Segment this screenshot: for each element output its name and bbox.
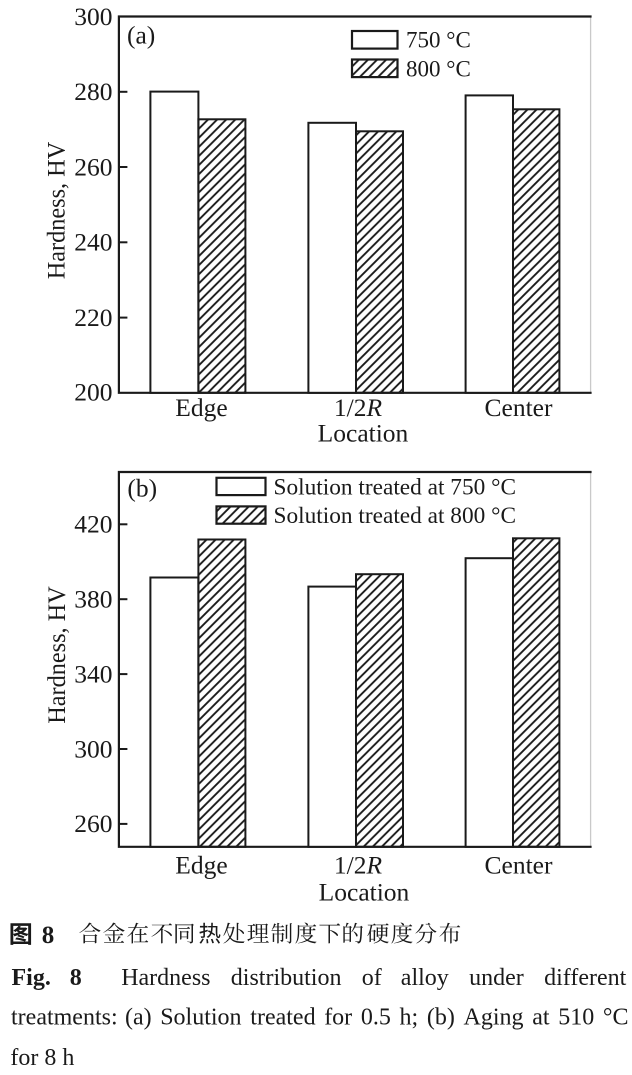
- svg-text:1/2R: 1/2R: [334, 393, 383, 422]
- svg-text:260: 260: [74, 152, 112, 181]
- svg-text:280: 280: [74, 77, 112, 106]
- svg-text:under: under: [469, 965, 524, 991]
- svg-text:(a): (a): [127, 20, 155, 49]
- svg-text:Solution treated at 800 °C: Solution treated at 800 °C: [274, 503, 517, 528]
- svg-text:different: different: [544, 965, 627, 991]
- svg-text:Fig.: Fig.: [12, 965, 51, 991]
- svg-text:750 °C: 750 °C: [406, 28, 471, 53]
- svg-text:for 8 h: for 8 h: [10, 1045, 74, 1071]
- svg-text:treated: treated: [250, 1005, 315, 1031]
- svg-text:h;: h;: [400, 1005, 419, 1031]
- svg-text:Center: Center: [485, 393, 553, 422]
- svg-text:Hardness, HV: Hardness, HV: [41, 141, 70, 279]
- svg-text:for: for: [324, 1005, 352, 1031]
- svg-text:300: 300: [74, 734, 112, 763]
- svg-text:Solution treated at 750 °C: Solution treated at 750 °C: [274, 475, 517, 500]
- svg-text:420: 420: [74, 510, 112, 539]
- svg-text:Edge: Edge: [175, 850, 227, 879]
- svg-text:340: 340: [74, 659, 112, 688]
- svg-text:at: at: [532, 1005, 550, 1031]
- svg-text:Edge: Edge: [175, 393, 227, 422]
- svg-text:of: of: [362, 965, 382, 991]
- svg-text:220: 220: [74, 303, 112, 332]
- svg-text:0.5: 0.5: [361, 1005, 391, 1031]
- svg-text:8: 8: [70, 965, 82, 991]
- svg-text:(b): (b): [127, 474, 157, 503]
- svg-text:(a): (a): [125, 1005, 152, 1031]
- svg-text:240: 240: [74, 228, 112, 257]
- svg-text:300: 300: [74, 2, 112, 31]
- svg-text:380: 380: [74, 585, 112, 614]
- svg-text:260: 260: [74, 809, 112, 838]
- svg-text:alloy: alloy: [401, 965, 449, 991]
- svg-text:Aging: Aging: [464, 1005, 524, 1031]
- svg-text:Location: Location: [319, 877, 410, 906]
- svg-text:Solution: Solution: [160, 1005, 241, 1031]
- svg-text:800 °C: 800 °C: [406, 57, 471, 82]
- svg-text:distribution: distribution: [231, 965, 342, 991]
- svg-text:1/2R: 1/2R: [334, 850, 383, 879]
- svg-text:Hardness: Hardness: [121, 965, 210, 991]
- svg-text:Location: Location: [318, 419, 409, 448]
- svg-text:(b): (b): [427, 1005, 455, 1031]
- svg-text:Center: Center: [485, 850, 553, 879]
- svg-text:8: 8: [42, 922, 55, 949]
- svg-text:treatments:: treatments:: [11, 1005, 118, 1031]
- svg-text:Hardness, HV: Hardness, HV: [42, 586, 71, 724]
- svg-text:°C: °C: [603, 1005, 629, 1031]
- svg-text:200: 200: [74, 377, 112, 406]
- svg-text:510: 510: [558, 1005, 594, 1031]
